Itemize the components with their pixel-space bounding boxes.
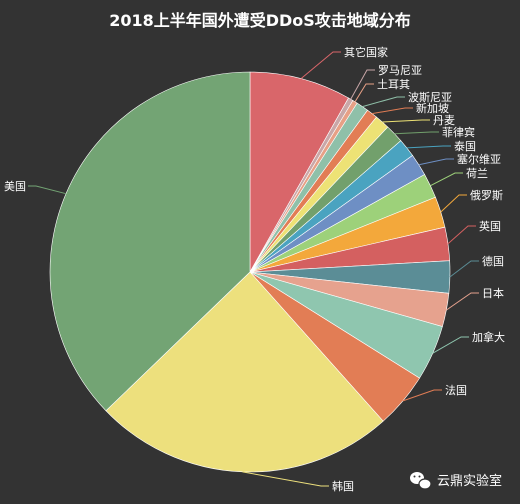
label-leader-line: [362, 96, 405, 108]
label-leader-line: [440, 194, 467, 213]
label-leader-line: [406, 145, 451, 149]
slice-label: 日本: [482, 286, 504, 300]
slice-label: 菲律宾: [442, 125, 475, 139]
slice-label: 新加坡: [416, 101, 449, 115]
slice-label: 荷兰: [466, 167, 488, 180]
label-leader-line: [430, 172, 463, 187]
label-leader-line: [242, 471, 329, 487]
slice-label: 美国: [4, 180, 26, 193]
slice-label: 俄罗斯: [470, 189, 503, 202]
label-leader-line: [447, 225, 476, 245]
chart-title: 2018上半年国外遭受DDoS攻击地域分布: [109, 11, 411, 30]
pie-labels: 其它国家罗马尼亚土耳其波斯尼亚新加坡丹麦菲律宾泰国塞尔维亚荷兰俄罗斯英国德国日本…: [4, 45, 505, 493]
label-leader-line: [402, 389, 442, 402]
slice-label: 波斯尼亚: [408, 91, 452, 104]
slice-label: 英国: [479, 219, 501, 233]
label-leader-line: [354, 83, 374, 103]
pie-slice: [105, 271, 384, 473]
slice-label: 丹麦: [433, 114, 455, 127]
label-leader-line: [300, 51, 341, 79]
label-leader-line: [449, 260, 479, 278]
slice-label: 罗马尼亚: [378, 64, 422, 77]
label-leader-line: [394, 131, 439, 135]
slice-label: 加拿大: [472, 330, 505, 344]
watermark: 云鼎实验室: [410, 472, 502, 490]
label-leader-line: [446, 292, 479, 311]
label-leader-line: [418, 158, 454, 166]
label-leader-line: [432, 336, 469, 354]
wechat-icon: [410, 472, 432, 490]
slice-label: 土耳其: [377, 78, 410, 91]
label-leader-line: [28, 185, 67, 195]
label-leader-line: [372, 107, 413, 115]
watermark-text: 云鼎实验室: [437, 473, 502, 489]
label-leader-line: [382, 119, 430, 123]
slice-label: 法国: [445, 383, 467, 397]
slice-label: 其它国家: [344, 45, 388, 59]
pie-slices: [49, 71, 451, 473]
slice-label: 塞尔维亚: [457, 152, 501, 166]
pie-slice: [249, 71, 349, 274]
slice-label: 德国: [482, 254, 504, 268]
slice-label: 韩国: [332, 479, 354, 493]
slice-label: 泰国: [454, 139, 476, 153]
label-leader-line: [350, 69, 375, 100]
